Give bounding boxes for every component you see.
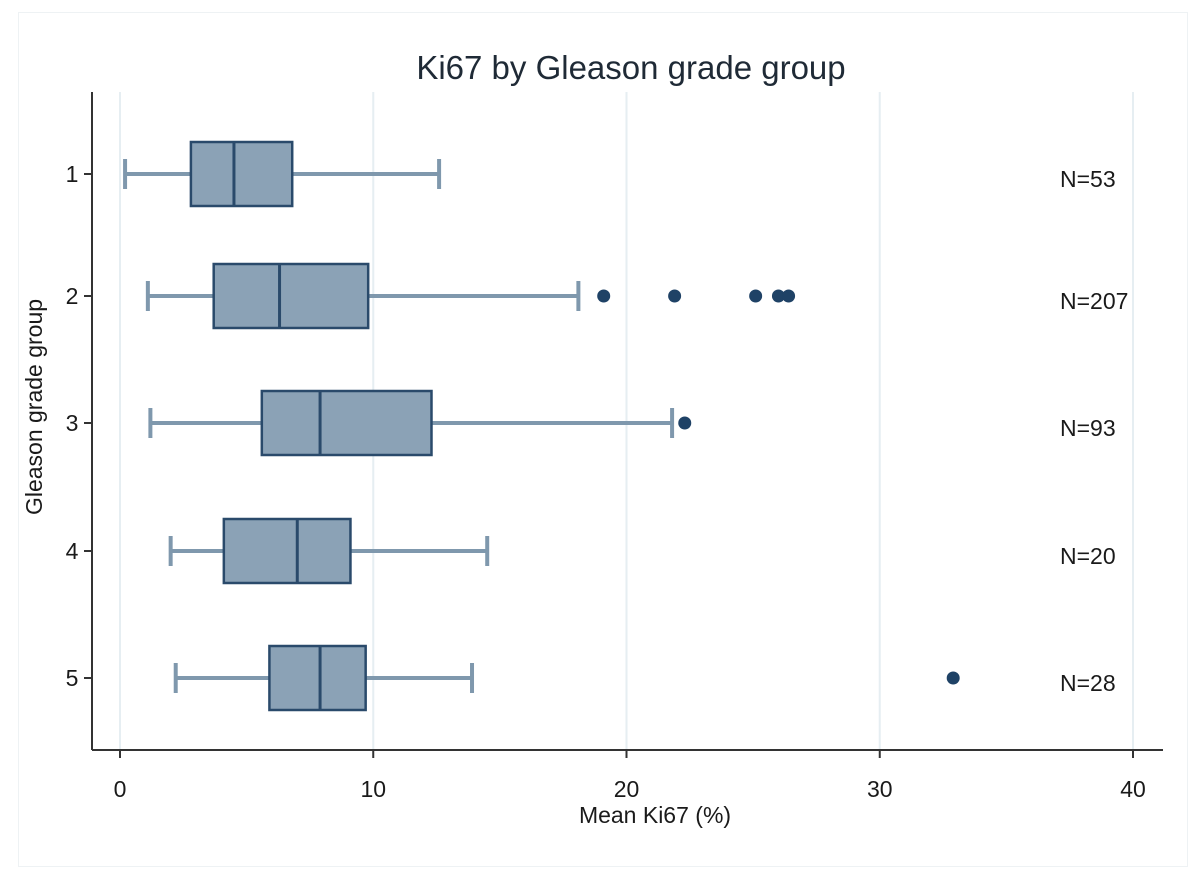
x-tick-label: 10 — [360, 776, 386, 802]
y-tick-label: 2 — [66, 283, 79, 309]
x-tick-label: 20 — [614, 776, 640, 802]
n-labels: N=53 N=207 N=93 N=20 N=28 — [1060, 166, 1128, 696]
y-tick-label: 5 — [66, 665, 79, 691]
x-tick-labels: 0 10 20 30 40 — [114, 750, 1146, 802]
x-tick-label: 30 — [867, 776, 893, 802]
outlier-point — [946, 671, 960, 685]
box-group-4 — [168, 517, 490, 585]
box-group-5 — [173, 644, 960, 712]
y-axis-label: Gleason grade group — [21, 299, 47, 515]
outlier-point — [749, 289, 763, 303]
n-label: N=207 — [1060, 288, 1128, 314]
y-tick-label: 1 — [66, 161, 79, 187]
iqr-box — [268, 644, 367, 712]
n-label: N=53 — [1060, 166, 1116, 192]
iqr-box — [260, 389, 433, 457]
y-tick-labels: 1 2 3 4 5 — [66, 161, 92, 691]
outlier-point — [771, 289, 785, 303]
iqr-box — [212, 262, 370, 330]
outlier-point — [678, 416, 692, 430]
outlier-point — [597, 289, 611, 303]
n-label: N=20 — [1060, 543, 1116, 569]
iqr-box — [222, 517, 352, 585]
box-group-2 — [145, 262, 796, 330]
x-tick-label: 40 — [1120, 776, 1146, 802]
box-group-1 — [123, 140, 442, 208]
box-group-3 — [148, 389, 692, 457]
y-tick-label: 4 — [66, 538, 79, 564]
n-label: N=93 — [1060, 415, 1116, 441]
iqr-box — [189, 140, 294, 208]
outlier-point — [782, 289, 796, 303]
n-label: N=28 — [1060, 670, 1116, 696]
x-axis-label: Mean Ki67 (%) — [579, 802, 731, 828]
y-tick-label: 3 — [66, 410, 79, 436]
x-tick-label: 0 — [114, 776, 127, 802]
outlier-point — [668, 289, 682, 303]
boxes-layer — [123, 140, 960, 712]
chart-title: Ki67 by Gleason grade group — [416, 49, 845, 86]
